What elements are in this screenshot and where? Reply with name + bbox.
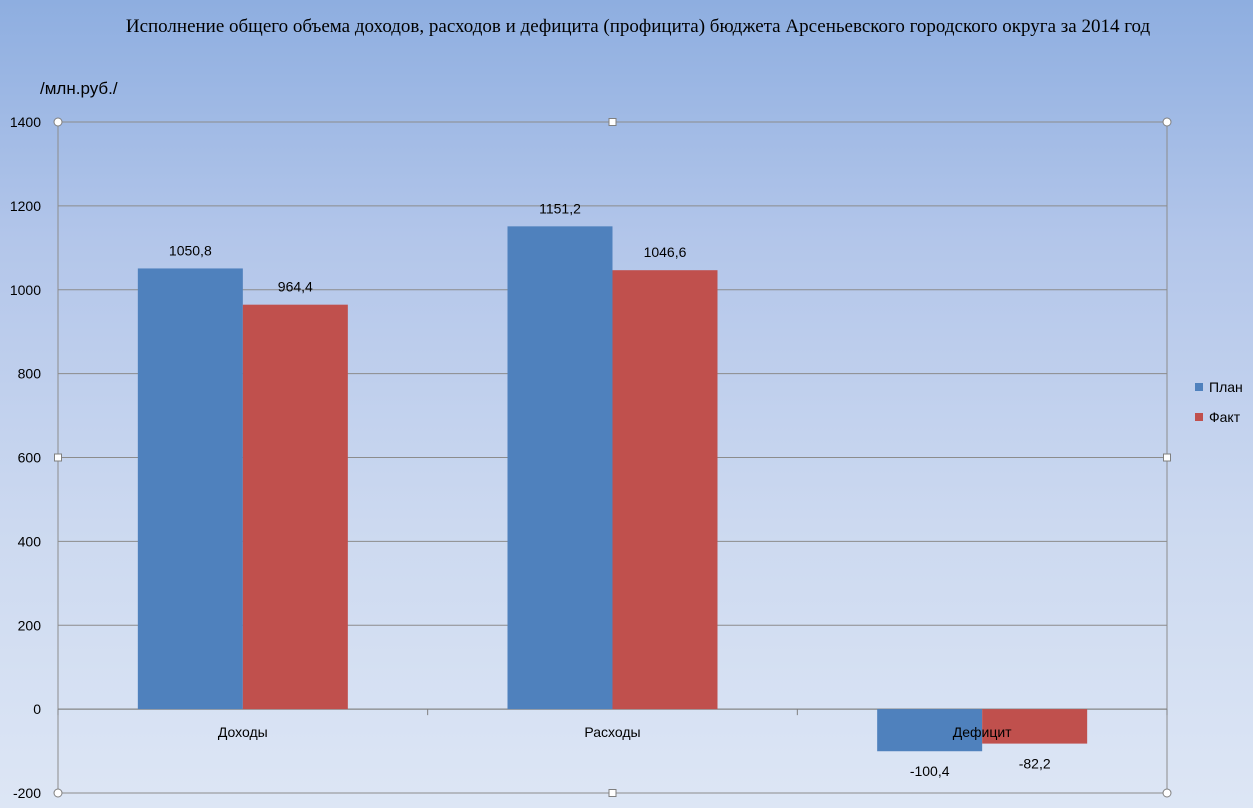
resize-handle-corner	[53, 117, 63, 127]
resize-handle-side	[608, 118, 617, 126]
y-tick-label: 200	[18, 617, 42, 633]
chart-title: Исполнение общего объема доходов, расход…	[125, 16, 1151, 37]
y-tick-label: 1200	[10, 198, 41, 214]
x-tick-label: Расходы	[584, 724, 640, 740]
y-tick-label: 800	[18, 366, 42, 382]
data-label: 1046,6	[644, 244, 687, 260]
bar-plan-0	[137, 268, 243, 710]
y-tick-label: 600	[18, 450, 42, 466]
data-label: -82,2	[1019, 756, 1051, 772]
resize-handle-corner	[1162, 788, 1172, 798]
data-label: 1050,8	[169, 242, 212, 258]
legend: План Факт	[1195, 372, 1243, 432]
data-label: 1151,2	[539, 200, 581, 216]
resize-handle-side	[54, 453, 62, 462]
legend-label-fact: Факт	[1209, 409, 1241, 425]
x-tick-label: Дефицит	[953, 724, 1012, 740]
y-tick-label: -200	[13, 785, 41, 801]
bar-plan-2	[877, 709, 983, 752]
legend-item-fact: Факт	[1195, 402, 1243, 432]
resize-handle-corner	[1162, 117, 1172, 127]
data-label: 964,4	[278, 279, 313, 295]
resize-handle-corner	[53, 788, 63, 798]
y-tick-label: 0	[33, 701, 41, 717]
resize-handle-side	[1163, 453, 1171, 462]
legend-swatch-fact	[1195, 413, 1203, 421]
bar-plan-1	[507, 226, 613, 710]
bar-fact-0	[242, 304, 348, 710]
y-axis-unit-label: /млн.руб./	[40, 79, 118, 98]
y-tick-label: 400	[18, 533, 42, 549]
legend-label-plan: План	[1209, 379, 1243, 395]
data-label: -100,4	[910, 763, 950, 779]
resize-handle-side	[608, 789, 617, 797]
bar-fact-1	[612, 270, 718, 710]
x-tick-label: Доходы	[218, 724, 268, 740]
legend-item-plan: План	[1195, 372, 1243, 402]
bar-fact-2	[982, 709, 1088, 744]
y-tick-label: 1000	[10, 282, 41, 298]
y-tick-label: 1400	[10, 114, 41, 130]
legend-swatch-plan	[1195, 383, 1203, 391]
